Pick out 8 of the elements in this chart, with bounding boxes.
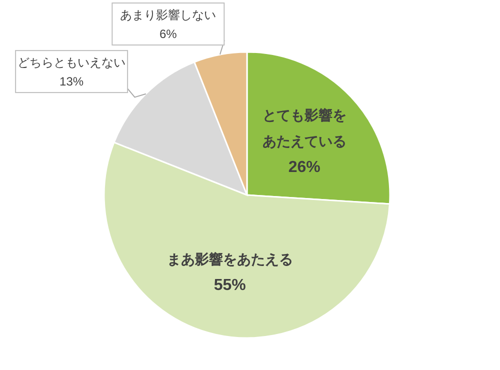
slice-label: あまり影響しない xyxy=(120,8,216,22)
slice-label: まあ影響をあたえる xyxy=(166,250,293,267)
slice-label: どちらともいえない xyxy=(18,56,126,70)
data-label: 13% xyxy=(60,74,84,89)
data-label: 6% xyxy=(159,27,178,41)
slice-label: とても影響をあたえている xyxy=(262,107,346,150)
data-label: 26% xyxy=(288,159,320,176)
data-label: 55% xyxy=(214,276,246,294)
